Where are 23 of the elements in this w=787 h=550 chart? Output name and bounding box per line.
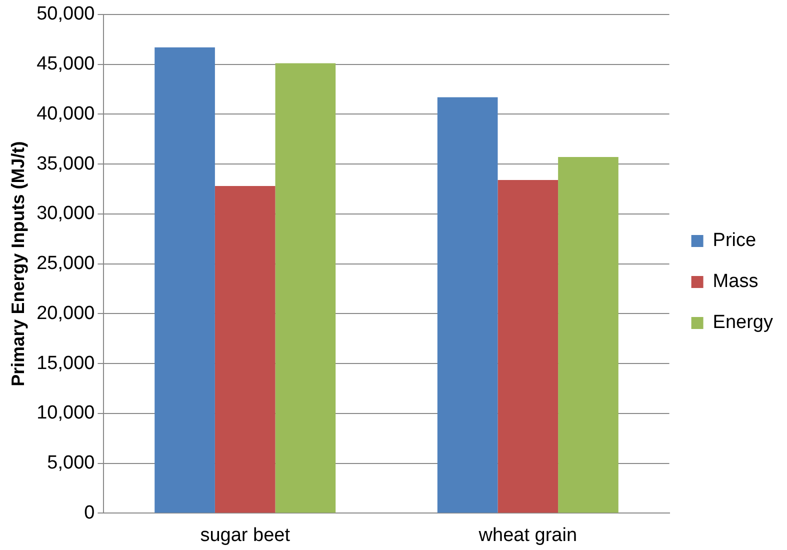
y-tick-label: 15,000 xyxy=(36,352,95,374)
x-tick-label: sugar beet xyxy=(200,524,291,546)
y-tick-label: 50,000 xyxy=(36,4,95,25)
y-tick-label: 25,000 xyxy=(36,253,95,274)
bar xyxy=(558,157,618,513)
bar xyxy=(498,180,558,513)
y-axis-title: Primary Energy Inputs (MJ/t) xyxy=(8,141,28,386)
bar xyxy=(437,97,498,513)
legend-label: Mass xyxy=(712,271,758,292)
legend-label: Energy xyxy=(712,312,774,334)
y-tick-label: 20,000 xyxy=(36,302,95,324)
bar xyxy=(275,63,336,513)
y-tick-label: 40,000 xyxy=(36,103,95,124)
bar xyxy=(214,186,276,513)
y-tick-label: 45,000 xyxy=(36,54,95,75)
y-tick-label: 10,000 xyxy=(36,402,95,424)
y-tick-label: 5,000 xyxy=(47,452,95,474)
y-tick-label: 35,000 xyxy=(36,153,95,174)
legend-label: Price xyxy=(712,230,756,252)
x-tick-label: wheat grain xyxy=(478,524,578,546)
bar xyxy=(154,47,215,513)
y-tick-label: 0 xyxy=(84,502,95,524)
y-tick-label: 30,000 xyxy=(36,203,95,224)
